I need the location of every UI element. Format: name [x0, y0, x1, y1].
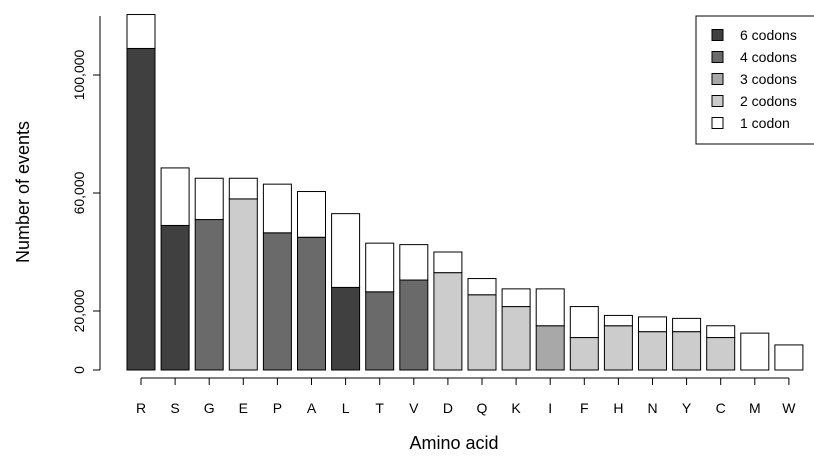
legend-label: 1 codon	[740, 115, 790, 131]
bar-segment-1-codon	[535, 288, 565, 327]
bar-segment-multi-codon	[297, 236, 326, 371]
legend-label: 3 codons	[740, 71, 797, 87]
bar-segment-multi-codon	[535, 325, 565, 371]
x-tick-label: N	[647, 400, 657, 416]
bar-segment-multi-codon	[638, 331, 667, 371]
y-tick-label: 100,000	[71, 49, 87, 100]
x-tick-label: E	[239, 400, 248, 416]
x-tick-label: V	[409, 400, 419, 416]
bar-segment-multi-codon	[706, 337, 736, 371]
x-tick-label: T	[375, 400, 384, 416]
x-tick-label: W	[782, 400, 796, 416]
x-tick-label: Q	[477, 400, 488, 416]
legend-label: 2 codons	[740, 93, 797, 109]
bar-segment-multi-codon	[672, 331, 702, 371]
bar-segment-1-codon	[638, 316, 667, 333]
x-tick-label: P	[273, 400, 282, 416]
bar-segment-1-codon	[672, 317, 702, 333]
bar-segment-multi-codon	[399, 279, 429, 371]
bar-segment-multi-codon	[467, 294, 497, 371]
bar-segment-multi-codon	[501, 306, 531, 371]
legend-swatch	[711, 95, 724, 107]
bar-segment-multi-codon	[126, 47, 156, 371]
x-tick-label: F	[580, 400, 589, 416]
legend-swatch	[711, 51, 724, 63]
bar-segment-1-codon	[297, 191, 326, 238]
y-tick-label: 60,000	[71, 171, 87, 214]
y-tick-label: 20,000	[71, 289, 87, 332]
bar-segment-1-codon	[194, 177, 224, 221]
bar-segment-1-codon	[399, 244, 429, 281]
bar-segment-1-codon	[433, 251, 463, 274]
x-tick-label: R	[136, 400, 146, 416]
bar-segment-multi-codon	[569, 337, 599, 371]
bar-segment-1-codon	[569, 306, 599, 339]
legend-swatch	[711, 73, 724, 85]
bar-segment-multi-codon	[603, 325, 633, 371]
bar-segment-multi-codon	[228, 198, 258, 371]
bar-segment-1-codon	[501, 288, 531, 308]
x-tick-label: C	[716, 400, 726, 416]
x-tick-label: I	[548, 400, 552, 416]
bar-segment-1-codon	[740, 332, 770, 371]
legend-swatch	[711, 29, 724, 41]
x-tick-label: K	[511, 400, 521, 416]
x-tick-label: L	[342, 400, 350, 416]
bar-segment-1-codon	[706, 325, 736, 339]
x-tick-label: D	[443, 400, 453, 416]
x-tick-label: S	[170, 400, 179, 416]
bar-segment-1-codon	[126, 14, 156, 49]
bar-segment-multi-codon	[160, 224, 190, 371]
bar-segment-1-codon	[467, 278, 497, 296]
legend-label: 4 codons	[740, 49, 797, 65]
y-tick-label: 0	[71, 366, 87, 374]
x-tick-label: A	[307, 400, 317, 416]
x-axis-title: Amino acid	[409, 433, 498, 453]
bar-segment-multi-codon	[433, 272, 463, 371]
bar-segment-1-codon	[603, 314, 633, 327]
x-tick-label: H	[613, 400, 623, 416]
bar-segment-multi-codon	[262, 232, 292, 371]
y-axis-title: Number of events	[13, 121, 33, 263]
bar-segment-1-codon	[228, 177, 258, 200]
bar-segment-1-codon	[331, 213, 361, 288]
legend-label: 6 codons	[740, 27, 797, 43]
bar-segment-1-codon	[262, 183, 292, 234]
bar-segment-1-codon	[774, 344, 804, 371]
x-tick-label: G	[204, 400, 215, 416]
bar-segment-multi-codon	[331, 286, 361, 371]
bar-segment-1-codon	[160, 167, 190, 226]
bar-segment-multi-codon	[194, 219, 224, 371]
bar-segment-1-codon	[365, 242, 395, 293]
x-tick-label: M	[749, 400, 761, 416]
x-tick-label: Y	[682, 400, 692, 416]
legend-swatch	[711, 117, 724, 129]
bar-segment-multi-codon	[365, 291, 395, 371]
